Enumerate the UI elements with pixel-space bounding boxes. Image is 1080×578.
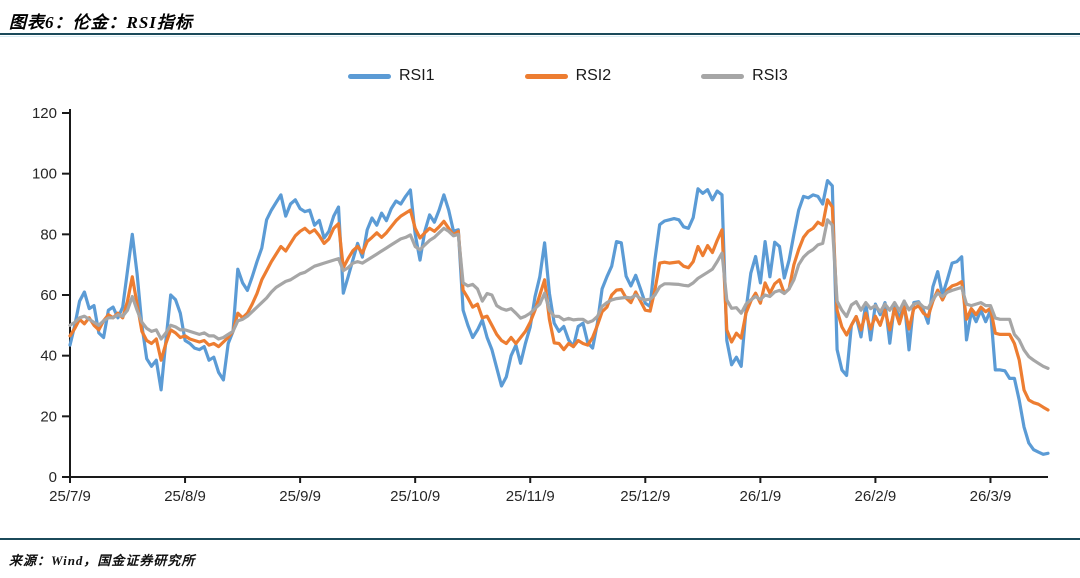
y-tick-label: 0 bbox=[49, 469, 57, 486]
y-tick-label: 60 bbox=[40, 287, 57, 304]
y-tick-label: 100 bbox=[32, 166, 57, 183]
y-tick-label: 80 bbox=[40, 226, 57, 243]
legend-label-rsi2: RSI2 bbox=[575, 67, 612, 84]
legend-item-rsi2: RSI2 bbox=[524, 67, 612, 84]
rsi2-line-swatch-icon bbox=[524, 73, 568, 79]
x-tick-label: 25/10/9 bbox=[390, 488, 440, 505]
figure-title: 图表6：伦金：RSI指标 bbox=[9, 13, 193, 32]
title-divider bbox=[0, 33, 1080, 35]
chart-legend: RSI1 RSI2 RSI3 bbox=[348, 68, 788, 84]
rsi1-line-swatch-icon bbox=[348, 73, 391, 79]
source-note: 来源：Wind，国金证券研究所 bbox=[9, 553, 196, 568]
legend-item-rsi3: RSI3 bbox=[701, 68, 788, 84]
legend-item-rsi1: RSI1 bbox=[348, 68, 435, 84]
footer-divider bbox=[0, 538, 1080, 540]
y-tick-label: 120 bbox=[32, 105, 57, 122]
x-tick-label: 25/9/9 bbox=[279, 488, 321, 505]
x-tick-label: 25/12/9 bbox=[620, 488, 670, 505]
y-tick-label: 20 bbox=[40, 408, 57, 425]
y-tick-label: 40 bbox=[40, 348, 57, 365]
legend-label-rsi3: RSI3 bbox=[752, 67, 788, 84]
x-tick-label: 26/2/9 bbox=[855, 488, 897, 505]
x-tick-label: 26/1/9 bbox=[739, 488, 781, 505]
x-tick-label: 25/8/9 bbox=[164, 488, 206, 505]
legend-label-rsi1: RSI1 bbox=[399, 67, 435, 84]
title-divider-light bbox=[0, 36, 1080, 37]
rsi3-line-swatch-icon bbox=[701, 73, 745, 79]
rsi3-line bbox=[68, 218, 1050, 370]
x-tick-label: 25/11/9 bbox=[506, 488, 555, 505]
x-tick-label: 26/3/9 bbox=[970, 488, 1012, 505]
x-tick-label: 25/7/9 bbox=[49, 488, 91, 505]
